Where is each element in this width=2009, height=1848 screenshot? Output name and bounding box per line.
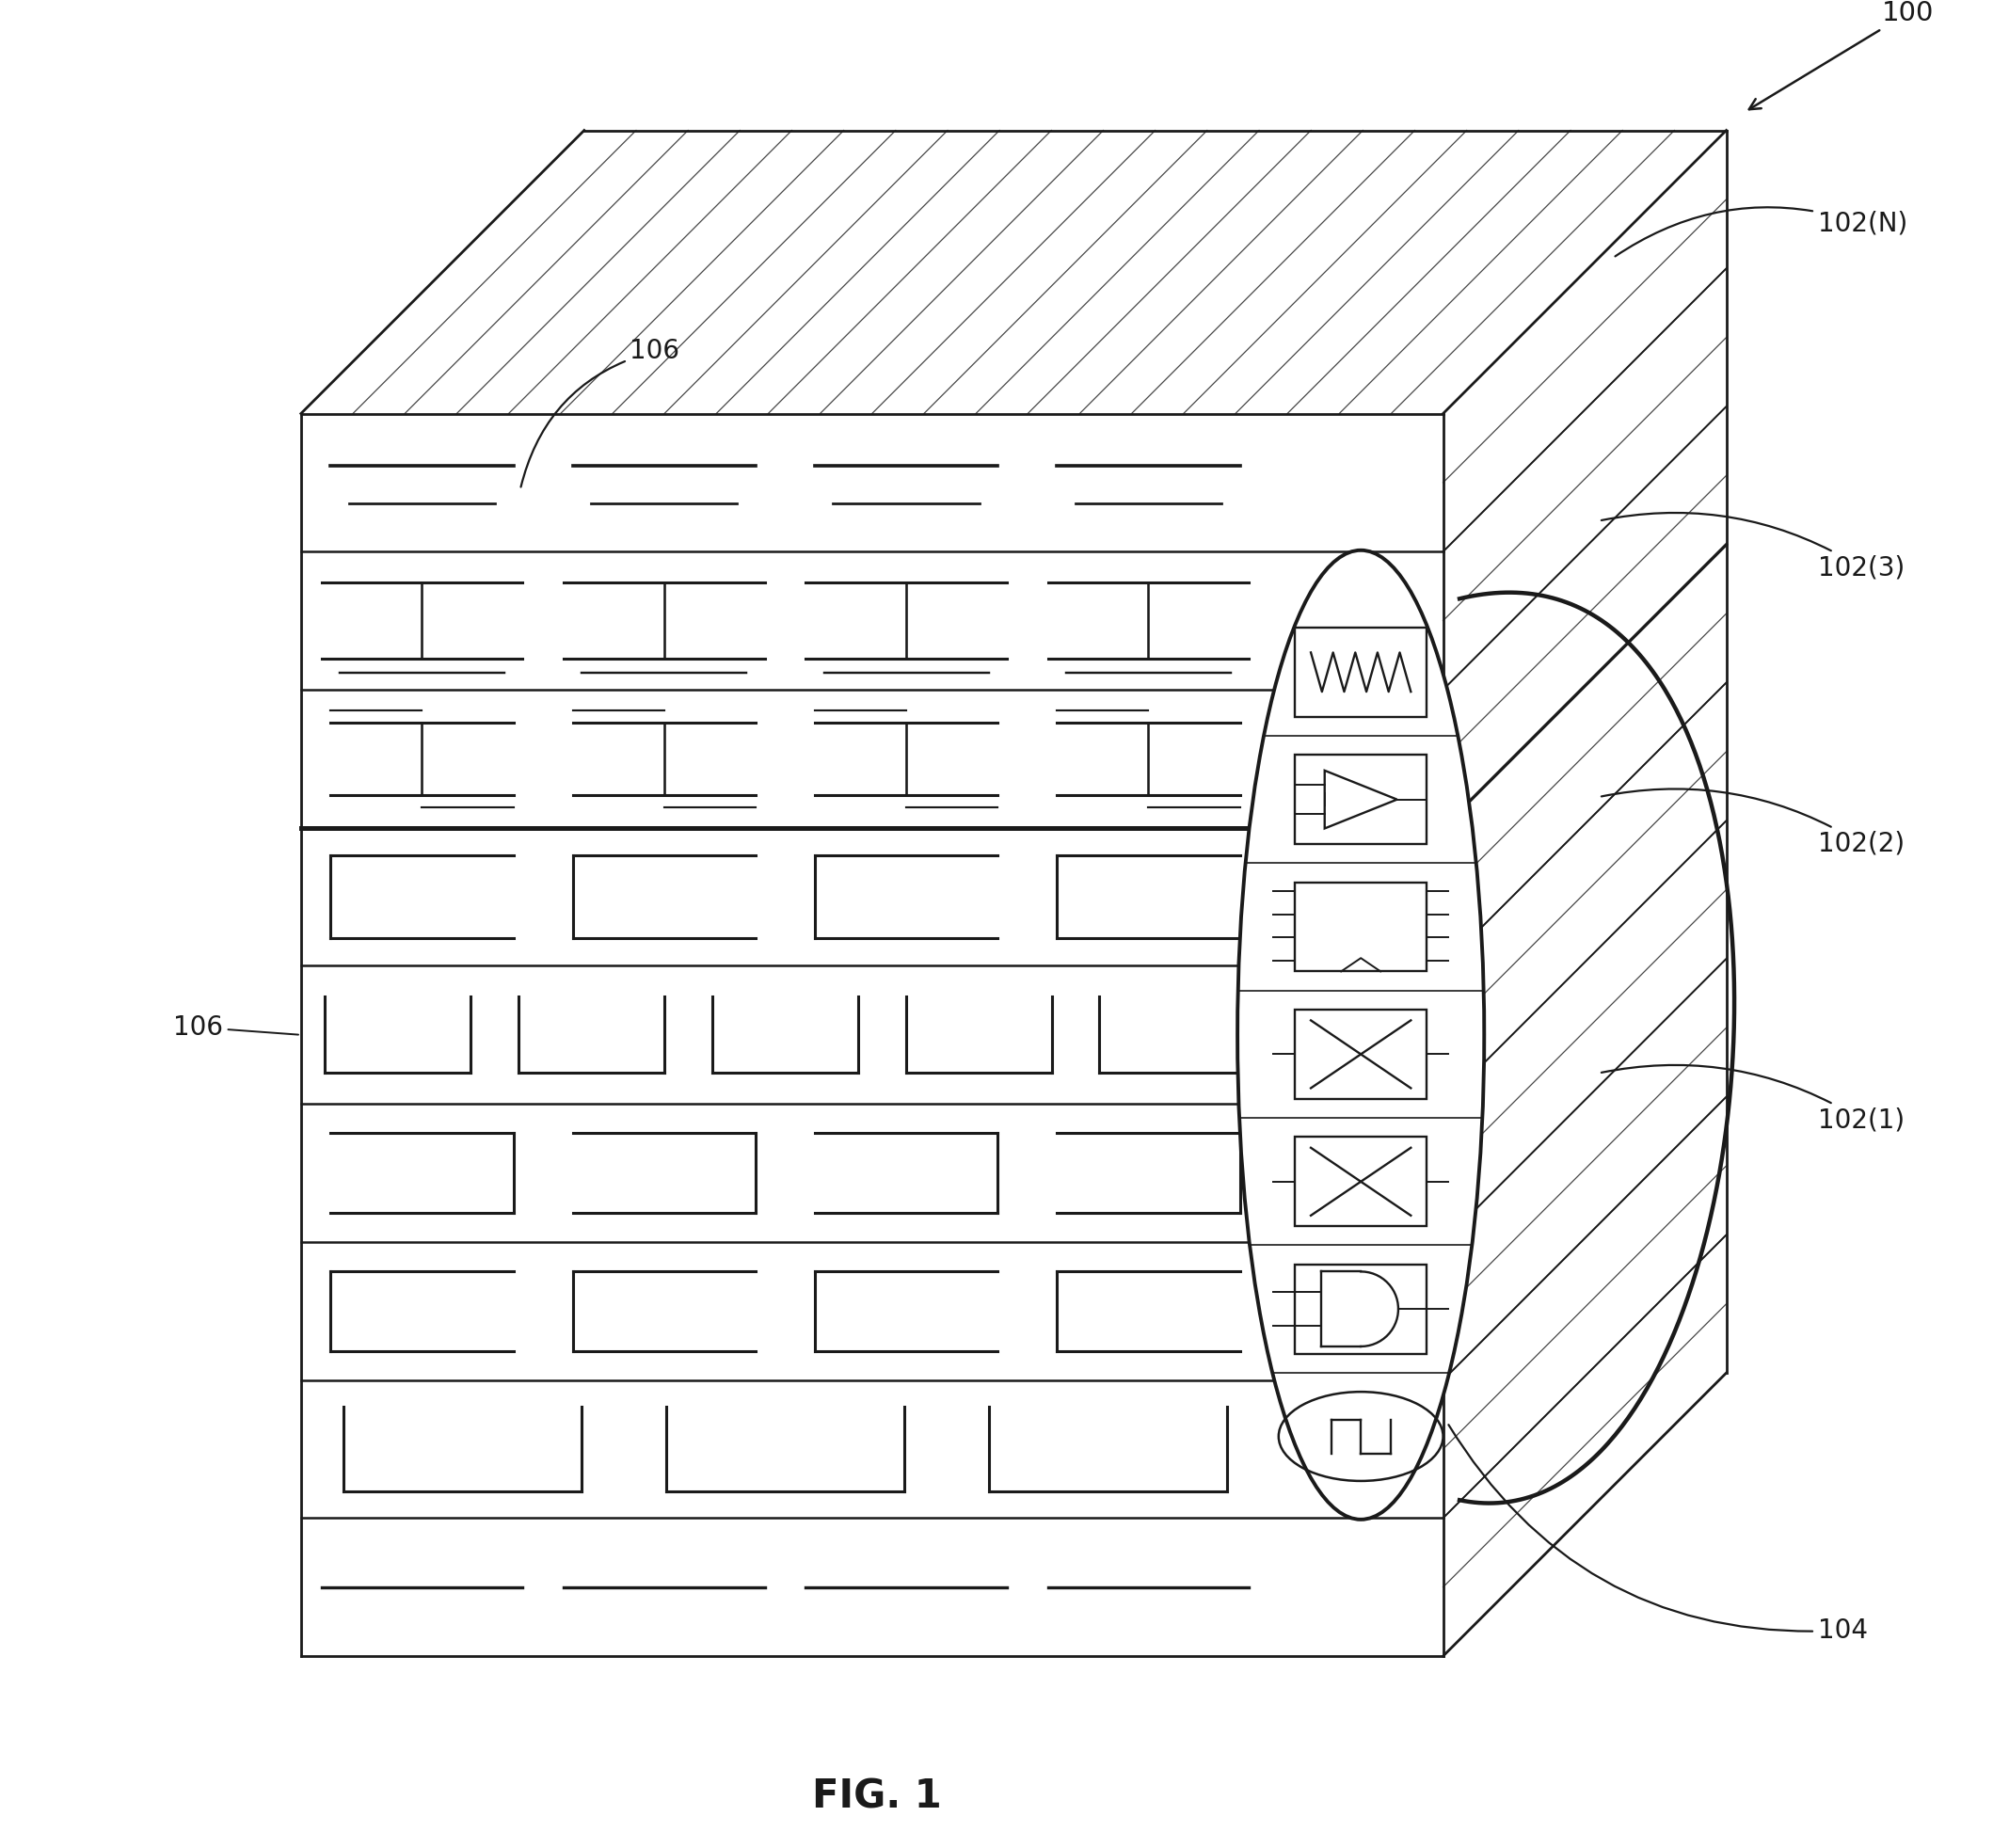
Text: 100: 100 <box>1750 0 1935 109</box>
Bar <box>1296 628 1426 717</box>
Bar <box>1296 754 1426 845</box>
Text: 102(N): 102(N) <box>1615 207 1907 257</box>
Text: FIG. 1: FIG. 1 <box>812 1778 942 1817</box>
Bar <box>1296 881 1426 972</box>
Text: 102(3): 102(3) <box>1601 512 1905 580</box>
Bar <box>1296 1009 1426 1100</box>
Text: 104: 104 <box>1448 1425 1868 1643</box>
Text: 102(2): 102(2) <box>1601 789 1905 857</box>
Text: 102(1): 102(1) <box>1601 1064 1905 1133</box>
Bar <box>1296 1137 1426 1227</box>
Text: 106: 106 <box>520 338 679 488</box>
Text: 106: 106 <box>173 1015 299 1040</box>
Ellipse shape <box>1238 551 1485 1519</box>
Bar <box>1296 1264 1426 1353</box>
